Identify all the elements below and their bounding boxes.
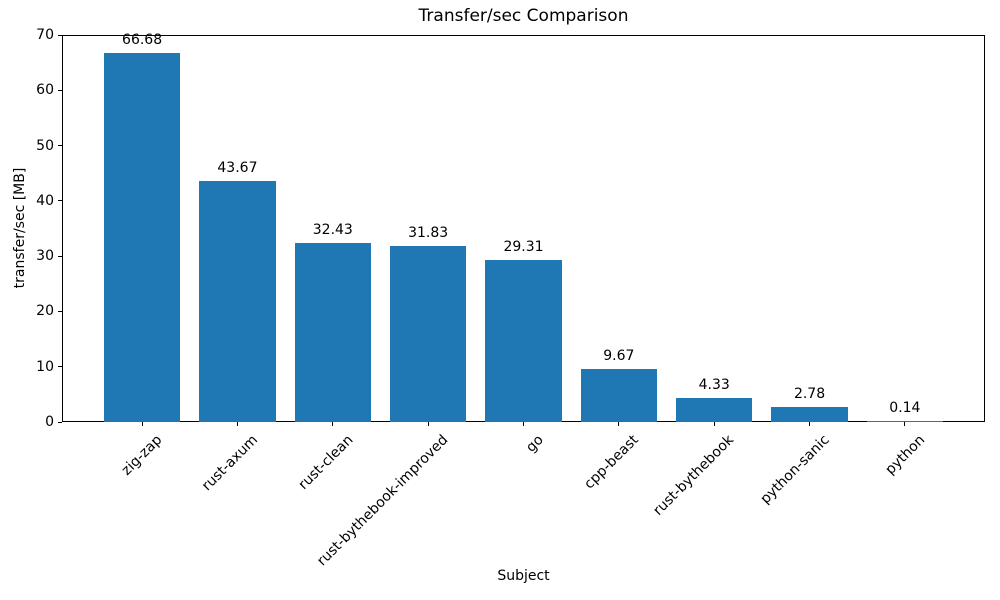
y-tick-mark bbox=[58, 255, 62, 257]
bar bbox=[390, 246, 467, 422]
y-tick-mark bbox=[58, 366, 62, 368]
x-tick-label: rust-bythebook bbox=[650, 432, 738, 519]
y-tick-mark bbox=[58, 145, 62, 147]
x-tick-mark bbox=[523, 422, 524, 426]
x-tick-mark bbox=[141, 422, 143, 426]
bar-value-label: 31.83 bbox=[408, 225, 449, 242]
x-tick-mark bbox=[618, 422, 620, 426]
bar-value-label: 2.78 bbox=[793, 385, 826, 402]
x-tick-mark bbox=[904, 422, 906, 426]
bar bbox=[676, 398, 753, 422]
y-tick-label: 40 bbox=[36, 192, 54, 209]
x-tick-label: python bbox=[882, 432, 929, 478]
x-tick-label: go bbox=[523, 432, 547, 456]
bar bbox=[771, 406, 848, 422]
y-tick-label: 10 bbox=[36, 358, 54, 375]
y-tick-mark bbox=[58, 200, 62, 202]
y-tick-label: 0 bbox=[45, 414, 54, 430]
x-tick-label: cpp-beast bbox=[581, 432, 643, 493]
x-tick-label: rust-clean bbox=[295, 432, 357, 493]
bar bbox=[580, 368, 657, 422]
bar-value-label: 43.67 bbox=[217, 159, 258, 176]
x-tick-mark bbox=[332, 422, 334, 426]
x-tick-mark bbox=[236, 422, 238, 426]
bar-value-label: 0.14 bbox=[889, 400, 921, 417]
x-tick-mark bbox=[713, 422, 715, 426]
x-tick-mark bbox=[427, 422, 429, 426]
bar-value-label: 9.67 bbox=[603, 347, 635, 364]
y-tick-label: 70 bbox=[36, 27, 54, 43]
y-tick-label: 50 bbox=[36, 137, 54, 154]
x-tick-label: zig-zap bbox=[118, 432, 166, 479]
bar bbox=[485, 259, 562, 422]
y-tick-label: 60 bbox=[36, 82, 54, 99]
y-tick-mark bbox=[58, 89, 62, 91]
y-axis-label: transfer/sec [MB] bbox=[12, 167, 28, 289]
bar-value-label: 66.68 bbox=[122, 32, 163, 49]
x-axis-label: Subject bbox=[497, 568, 550, 584]
y-tick-mark bbox=[58, 310, 62, 312]
bar-value-label: 32.43 bbox=[312, 221, 353, 238]
bar bbox=[294, 242, 371, 422]
y-tick-mark bbox=[58, 34, 62, 36]
chart-title: Transfer/sec Comparison bbox=[418, 6, 629, 26]
bar bbox=[103, 53, 181, 422]
x-tick-mark bbox=[809, 422, 811, 426]
x-tick-label: rust-axum bbox=[198, 432, 261, 495]
bar-value-label: 29.31 bbox=[503, 238, 544, 255]
y-tick-label: 30 bbox=[36, 248, 54, 265]
y-tick-label: 20 bbox=[36, 303, 54, 320]
y-tick-mark bbox=[58, 421, 62, 423]
bar-value-label: 4.33 bbox=[698, 377, 730, 394]
bar bbox=[199, 180, 276, 422]
x-tick-label: python-sanic bbox=[757, 432, 833, 508]
bar bbox=[866, 421, 944, 423]
